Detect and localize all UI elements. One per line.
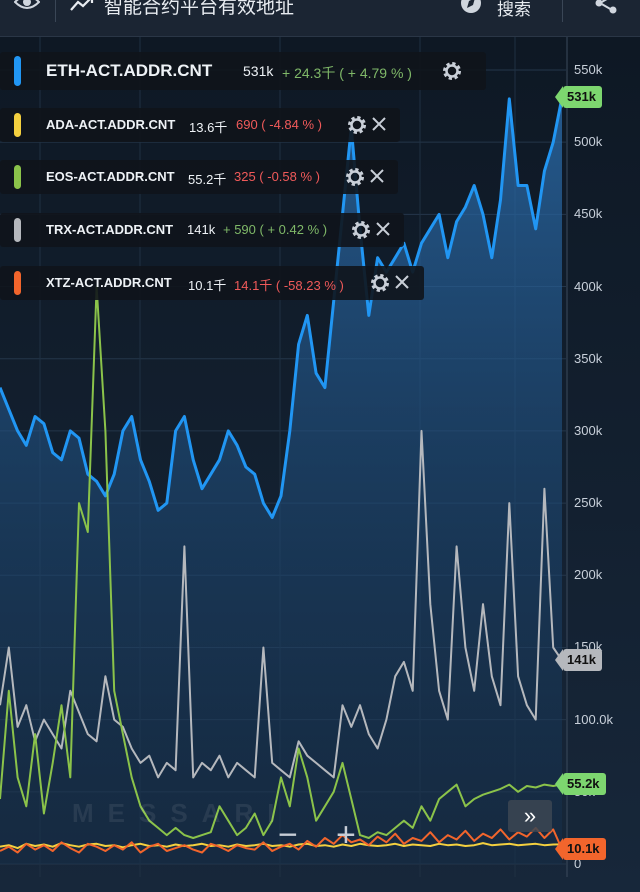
zoom-out-button[interactable]: − — [278, 816, 298, 854]
series-line-trx — [0, 429, 563, 779]
legend-change: + 24.3千 ( + 4.79 % ) — [282, 65, 412, 81]
y-tick-label: 450k — [574, 206, 603, 222]
legend-value: 10.1千 — [188, 278, 227, 293]
legend-value: 141k — [187, 222, 216, 237]
legend-item-xtz[interactable]: XTZ-ACT.ADDR.CNT 10.1千 14.1千 ( -58.23 % ) — [0, 266, 424, 300]
series-color-swatch — [14, 271, 21, 295]
price-tag-trx: 141k — [555, 649, 602, 672]
legend-value: 55.2千 — [188, 172, 227, 187]
app-header: 智能合约平台有效地址 搜索 — [0, 0, 640, 37]
compass-icon[interactable] — [459, 0, 483, 15]
series-line-eth — [0, 97, 564, 519]
series-color-swatch — [14, 56, 21, 86]
price-tag-eos: 55.2k — [555, 773, 606, 795]
legend-item-eos[interactable]: EOS-ACT.ADDR.CNT 55.2千 325 ( -0.58 % ) — [0, 160, 398, 194]
close-icon[interactable] — [375, 221, 391, 237]
legend-change: + 590 ( + 0.42 % ) — [223, 222, 328, 237]
watermark: MESSARI — [72, 798, 289, 828]
search-button[interactable]: 搜索 — [497, 0, 531, 19]
gear-icon[interactable] — [370, 273, 390, 293]
y-tick-label: 100.0k — [574, 711, 614, 727]
trend-line-icon — [70, 0, 94, 11]
y-tick-label: 250k — [574, 495, 603, 511]
legend-change: 14.1千 ( -58.23 % ) — [234, 278, 344, 293]
close-icon[interactable] — [371, 116, 387, 132]
y-tick-label: 0 — [574, 856, 582, 871]
series-line-eos — [0, 285, 563, 839]
y-tick-label: 500k — [574, 134, 603, 150]
header-divider — [562, 0, 563, 22]
price-tag-xtz: 10.1k — [555, 838, 606, 860]
gear-icon[interactable] — [345, 167, 365, 187]
close-icon[interactable] — [394, 274, 410, 290]
legend-change: 690 ( -4.84 % ) — [236, 117, 322, 132]
legend-change: 325 ( -0.58 % ) — [234, 169, 320, 184]
zoom-in-button[interactable]: + — [336, 816, 356, 854]
legend-series-code: TRX-ACT.ADDR.CNT — [46, 222, 174, 237]
close-icon[interactable] — [369, 168, 385, 184]
series-color-swatch — [14, 218, 21, 242]
legend-item-trx[interactable]: TRX-ACT.ADDR.CNT 141k + 590 ( + 0.42 % ) — [0, 213, 404, 247]
series-color-swatch — [14, 113, 21, 137]
series-line-ada — [0, 842, 563, 850]
page-title: 智能合约平台有效地址 — [104, 0, 295, 18]
series-color-swatch — [14, 165, 21, 189]
price-tag-eth: 531k — [555, 86, 602, 109]
legend-series-code: EOS-ACT.ADDR.CNT — [46, 169, 175, 184]
series-line-xtz — [0, 826, 563, 854]
share-icon[interactable] — [594, 0, 618, 16]
y-tick-label: 400k — [574, 278, 603, 294]
legend-value: 13.6千 — [189, 120, 228, 135]
header-divider — [55, 0, 56, 22]
legend-item-ada[interactable]: ADA-ACT.ADDR.CNT 13.6千 690 ( -4.84 % ) — [0, 108, 400, 142]
legend-item-eth[interactable]: ETH-ACT.ADDR.CNT 531k + 24.3千 ( + 4.79 % ) — [0, 52, 486, 90]
y-tick-label: 200k — [574, 567, 603, 583]
y-tick-label: 350k — [574, 350, 603, 366]
y-tick-label: 300k — [574, 422, 603, 438]
legend-value: 531k — [243, 63, 274, 79]
eye-icon[interactable] — [14, 0, 40, 14]
y-tick-label: 550k — [574, 62, 603, 77]
gear-icon[interactable] — [351, 220, 371, 240]
fast-forward-button[interactable]: » — [508, 800, 552, 832]
legend-series-code: ETH-ACT.ADDR.CNT — [46, 61, 213, 80]
gear-icon[interactable] — [347, 115, 367, 135]
gear-icon[interactable] — [442, 61, 462, 81]
legend-series-code: ADA-ACT.ADDR.CNT — [46, 117, 176, 132]
legend-series-code: XTZ-ACT.ADDR.CNT — [46, 275, 172, 290]
